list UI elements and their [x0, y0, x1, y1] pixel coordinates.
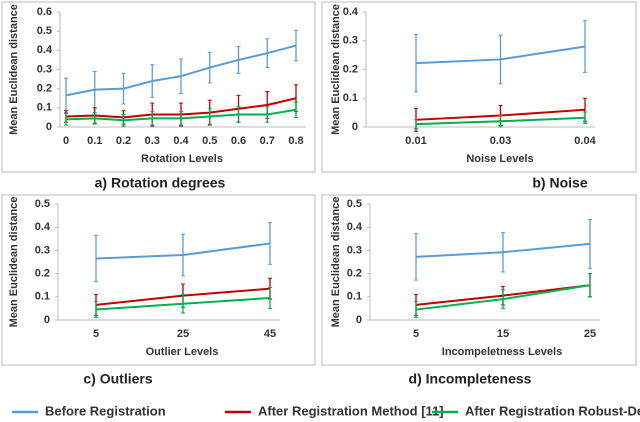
y-tick-label: 0.2 [37, 83, 52, 95]
x-axis-label: Rotation Levels [141, 153, 223, 165]
x-tick-label: 5 [413, 328, 419, 340]
y-tick-label: 0.4 [343, 6, 359, 18]
x-tick-label: 0.8 [288, 135, 303, 147]
x-tick-label: 0.1 [87, 135, 102, 147]
x-tick-label: 0.6 [231, 135, 246, 147]
y-tick-label: 0 [44, 314, 50, 326]
x-tick-label: 0.3 [145, 135, 160, 147]
panel-title: a) Rotation degrees [95, 175, 226, 191]
y-tick-label: 0.5 [347, 198, 362, 210]
x-axis-label: Incompeletness Levels [442, 346, 562, 358]
x-tick-label: 0.4 [173, 135, 189, 147]
y-axis-label: Mean Euclidean distance [8, 197, 20, 328]
y-tick-label: 0.1 [347, 291, 362, 303]
y-axis-label: Mean Euclidean distance [330, 197, 342, 328]
x-tick-label: 25 [177, 328, 189, 340]
series-line [95, 242, 271, 260]
series-line [415, 45, 586, 65]
series-line [95, 296, 271, 311]
x-tick-label: 0.2 [116, 135, 131, 147]
series-line [415, 284, 591, 311]
y-tick-label: 0.2 [347, 268, 362, 280]
series-line [65, 44, 297, 97]
x-tick-label: 0.03 [490, 135, 511, 147]
panel-title: c) Outliers [83, 371, 152, 387]
x-tick-label: 0.5 [202, 135, 217, 147]
y-tick-label: 0 [356, 314, 362, 326]
series-line [415, 242, 591, 258]
x-tick-label: 15 [497, 328, 509, 340]
panel-frame [1, 194, 316, 366]
y-tick-label: 0 [46, 121, 52, 133]
y-tick-label: 0.4 [35, 221, 51, 233]
x-tick-label: 25 [584, 328, 596, 340]
x-axis-label: Outlier Levels [146, 346, 219, 358]
x-axis-label: Noise Levels [466, 153, 533, 165]
x-tick-label: 0 [63, 135, 69, 147]
x-tick-label: 5 [93, 328, 99, 340]
legend-label: Before Registration [45, 403, 166, 418]
y-tick-label: 0.4 [347, 221, 363, 233]
panel-frame [321, 1, 637, 173]
y-tick-label: 0.1 [343, 92, 358, 104]
y-axis-label: Mean Euclidean distance [330, 4, 342, 135]
x-tick-label: 0.04 [574, 135, 596, 147]
legend-label: After Registration Method [11] [258, 403, 444, 418]
y-tick-label: 0.2 [35, 268, 50, 280]
y-tick-label: 0.3 [347, 244, 362, 256]
x-tick-label: 0.01 [405, 135, 426, 147]
y-tick-label: 0.3 [343, 35, 358, 47]
y-tick-label: 0.6 [37, 6, 52, 18]
series-line [65, 108, 297, 122]
y-tick-label: 0.4 [37, 44, 53, 56]
y-tick-label: 0.5 [35, 198, 50, 210]
y-tick-label: 0.1 [37, 102, 52, 114]
y-axis-label: Mean Euclidean distance [8, 4, 20, 135]
panel-title: b) Noise [532, 175, 587, 191]
panel-title: d) Incompleteness [409, 371, 532, 387]
y-tick-label: 0.3 [37, 63, 52, 75]
legend-label: After Registration Robust-DefReg [465, 403, 640, 418]
y-tick-label: 0 [352, 121, 358, 133]
panel-frame [1, 1, 316, 173]
y-tick-label: 0.1 [35, 291, 50, 303]
y-tick-label: 0.3 [35, 244, 50, 256]
panel-frame [321, 194, 637, 366]
x-tick-label: 0.7 [260, 135, 275, 147]
y-tick-label: 0.2 [343, 63, 358, 75]
y-tick-label: 0.5 [37, 25, 52, 37]
x-tick-label: 45 [264, 328, 276, 340]
series-line [415, 116, 586, 126]
